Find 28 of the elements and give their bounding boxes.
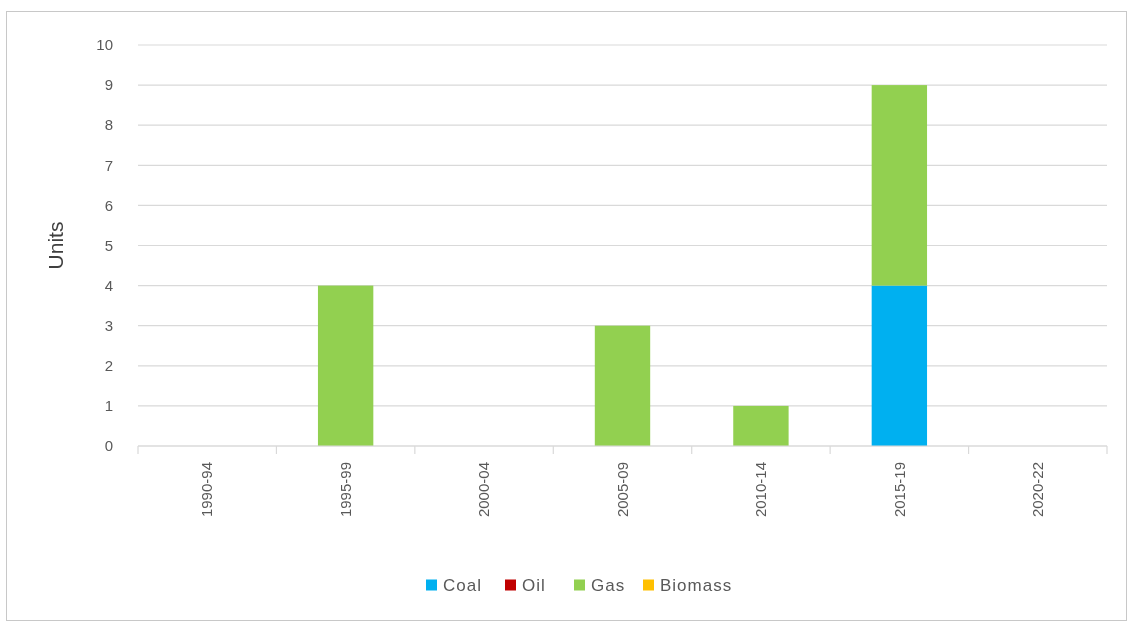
- y-tick-label: 0: [104, 437, 113, 455]
- bar: [733, 405, 789, 446]
- legend-label: Oil: [522, 575, 546, 595]
- y-tick-label: 2: [104, 357, 113, 375]
- legend-label: Coal: [443, 575, 482, 595]
- y-tick-label: 6: [104, 196, 113, 214]
- y-tick-label: 5: [104, 236, 113, 254]
- x-tick-label: 2010-14: [752, 462, 770, 518]
- y-tick-label: 3: [104, 316, 113, 334]
- x-tick-label: 2005-09: [613, 462, 631, 518]
- bar: [871, 285, 928, 446]
- legend-label: Biomass: [660, 575, 733, 595]
- bar: [317, 285, 374, 446]
- y-axis-title: Units: [44, 221, 67, 270]
- y-tick-label: 8: [104, 116, 113, 134]
- x-tick-label: 2020-22: [1029, 462, 1047, 518]
- x-tick-label: 1995-99: [336, 462, 354, 518]
- x-tick-label: 1990-94: [198, 462, 216, 518]
- bar: [594, 325, 651, 446]
- x-tick-label: 2015-19: [890, 462, 908, 518]
- bar: [871, 85, 928, 286]
- y-tick-label: 1: [104, 397, 113, 415]
- y-tick-label: 9: [104, 76, 113, 94]
- x-tick-label: 2000-04: [475, 462, 493, 518]
- y-tick-label: 10: [96, 36, 113, 54]
- y-tick-label: 7: [104, 156, 113, 174]
- legend-label: Gas: [591, 575, 626, 595]
- y-tick-label: 4: [104, 276, 113, 294]
